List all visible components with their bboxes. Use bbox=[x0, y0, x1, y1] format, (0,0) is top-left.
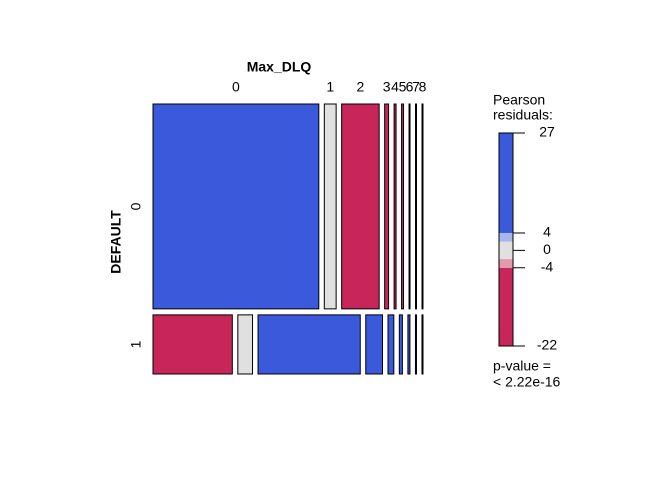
mosaic-cell bbox=[414, 314, 417, 375]
p-value: p-value = bbox=[493, 358, 551, 374]
legend-frame bbox=[498, 132, 514, 347]
mosaic-cell bbox=[398, 314, 403, 375]
mosaic-cell bbox=[384, 103, 390, 310]
row-label: 0 bbox=[128, 202, 144, 210]
column-label: 7 bbox=[412, 79, 420, 95]
row-label: 1 bbox=[128, 340, 144, 348]
legend-tick-label: -22 bbox=[537, 337, 557, 353]
column-label: 6 bbox=[406, 79, 414, 95]
legend-title: residuals: bbox=[493, 107, 553, 123]
legend-swatch bbox=[499, 267, 513, 346]
mosaic-cell bbox=[365, 314, 384, 375]
column-label: 8 bbox=[419, 79, 427, 95]
column-label: 2 bbox=[356, 79, 364, 95]
legend-title: Pearson bbox=[493, 92, 545, 108]
mosaic-cell bbox=[152, 103, 320, 310]
column-label: 0 bbox=[232, 79, 240, 95]
column-label: 5 bbox=[399, 79, 407, 95]
mosaic-cell bbox=[323, 103, 337, 310]
p-value: < 2.22e-16 bbox=[493, 374, 561, 390]
legend-swatch bbox=[499, 133, 513, 233]
column-label: 1 bbox=[326, 79, 334, 95]
legend-swatch bbox=[499, 259, 513, 268]
legend-swatch bbox=[499, 241, 513, 260]
mosaic-cell bbox=[401, 103, 405, 310]
column-variable-label: Max_DLQ bbox=[247, 59, 312, 75]
legend-swatch bbox=[499, 232, 513, 242]
mosaic-cell bbox=[408, 103, 411, 310]
row-variable-label: DEFAULT bbox=[108, 210, 124, 274]
legend-tick-label: 4 bbox=[543, 224, 551, 240]
mosaic-cell bbox=[152, 314, 233, 375]
mosaic-cell bbox=[393, 103, 397, 310]
mosaic-cell bbox=[387, 314, 395, 375]
column-label: 4 bbox=[391, 79, 399, 95]
mosaic-cell bbox=[415, 103, 418, 310]
legend-tick-label: 27 bbox=[539, 124, 555, 140]
mosaic-cell bbox=[407, 314, 411, 375]
legend-tick-label: -4 bbox=[541, 258, 554, 274]
mosaic-cell bbox=[421, 103, 424, 310]
mosaic-cell bbox=[341, 103, 380, 310]
column-label: 3 bbox=[383, 79, 391, 95]
mosaic-cell bbox=[257, 314, 361, 375]
mosaic-cell bbox=[421, 314, 424, 375]
mosaic-cell bbox=[237, 314, 254, 375]
legend-tick-label: 0 bbox=[543, 241, 551, 257]
